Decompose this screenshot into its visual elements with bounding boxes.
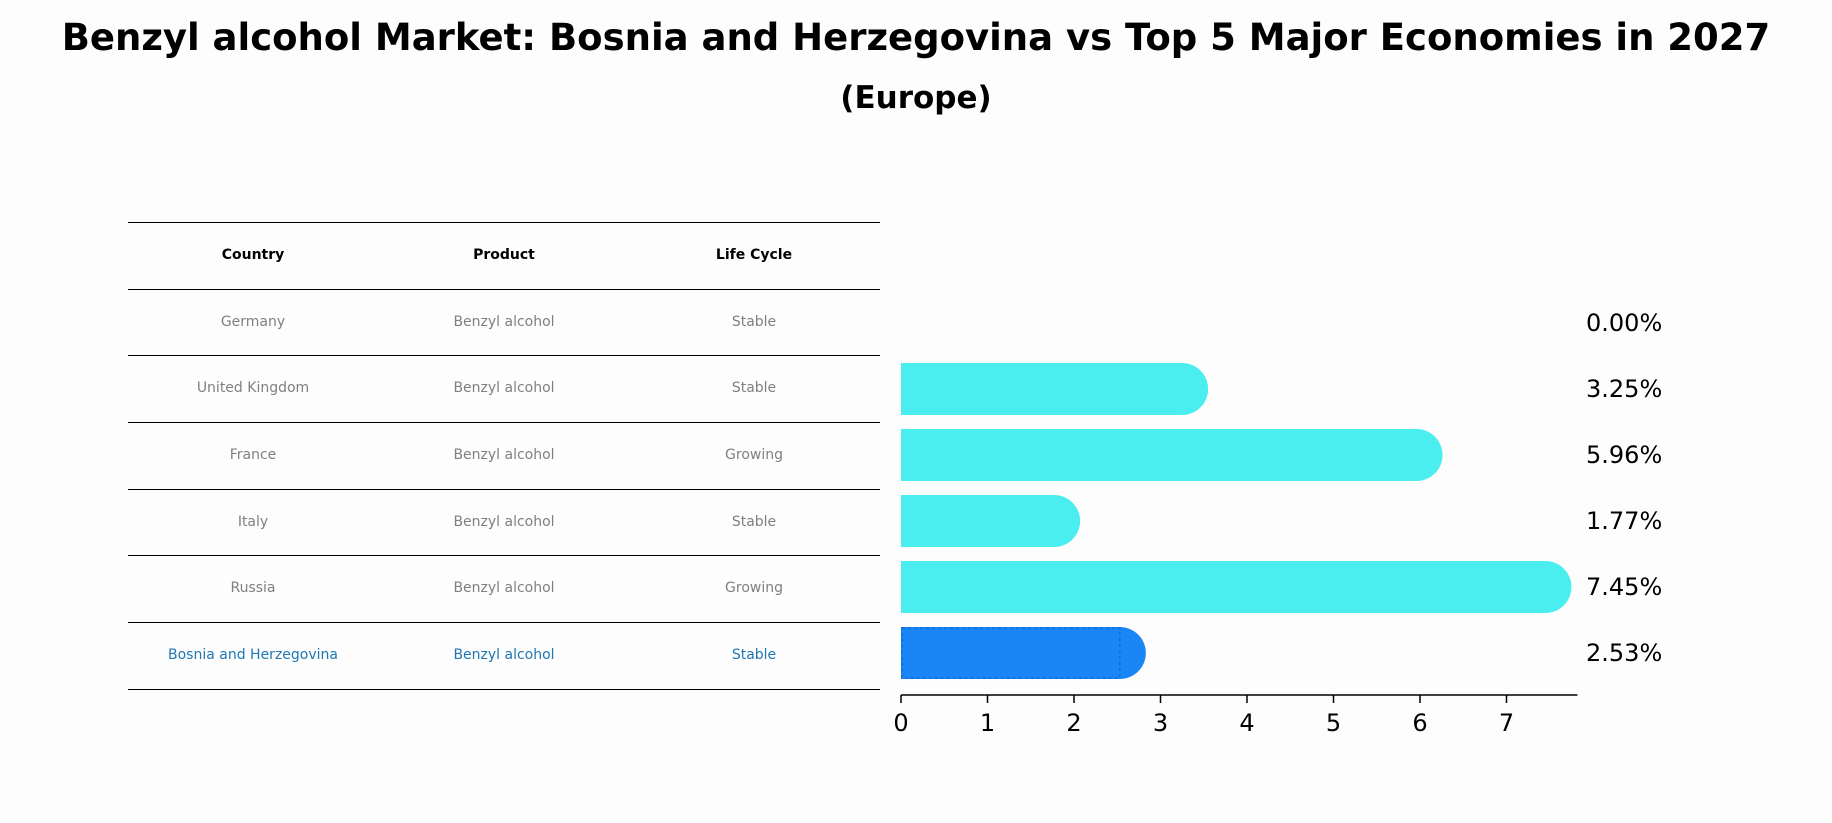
- value-label: 5.96%: [1586, 441, 1662, 469]
- table-cell-product: Benzyl alcohol: [453, 580, 555, 596]
- table-cell-country: United Kingdom: [196, 380, 310, 396]
- table-cell-product: Benzyl alcohol: [453, 447, 555, 463]
- table-rule: [128, 289, 880, 290]
- x-tick-label: 5: [1326, 709, 1341, 737]
- x-tick-label: 1: [980, 709, 995, 737]
- table-rule: [128, 422, 880, 423]
- table-rule: [128, 222, 880, 223]
- table-cell-country: Italy: [237, 514, 269, 530]
- table-cell-product-highlight: Benzyl alcohol: [453, 647, 555, 663]
- table-cell-country-highlight: Bosnia and Herzegovina: [168, 647, 338, 663]
- table-cell-country: France: [229, 447, 277, 463]
- table-cell-life-cycle: Stable: [731, 514, 777, 530]
- table-cell-life-cycle: Growing: [725, 580, 783, 596]
- x-tick-label: 3: [1153, 709, 1168, 737]
- x-tick-label: 6: [1412, 709, 1427, 737]
- table-cell-product: Benzyl alcohol: [453, 514, 555, 530]
- bar-4: [901, 561, 1572, 613]
- bar-1: [901, 363, 1209, 415]
- value-label: 2.53%: [1586, 639, 1662, 667]
- table-cell-product: Benzyl alcohol: [453, 380, 555, 396]
- table-cell-life-cycle: Stable: [731, 380, 777, 396]
- value-label: 7.45%: [1586, 573, 1662, 601]
- table-cell-life-cycle: Growing: [725, 447, 783, 463]
- value-label: 0.00%: [1586, 309, 1662, 337]
- bar-5: [901, 627, 1146, 679]
- table-header-product: Product: [473, 247, 535, 263]
- table-rule: [128, 689, 880, 690]
- table-rule: [128, 489, 880, 490]
- table-cell-country: Germany: [220, 314, 286, 330]
- table-rule: [128, 622, 880, 623]
- table-rule: [128, 555, 880, 556]
- value-label: 3.25%: [1586, 375, 1662, 403]
- bar-2: [901, 429, 1443, 481]
- x-tick-label: 0: [893, 709, 908, 737]
- table-header-life-cycle: Life Cycle: [715, 247, 793, 263]
- table-cell-country: Russia: [230, 580, 276, 596]
- chart-title: Benzyl alcohol Market: Bosnia and Herzeg…: [61, 16, 1771, 59]
- x-tick-label: 4: [1239, 709, 1254, 737]
- bar-3: [901, 495, 1081, 547]
- value-label: 1.77%: [1586, 507, 1662, 535]
- table-cell-product: Benzyl alcohol: [453, 314, 555, 330]
- table-cell-life-cycle: Stable: [731, 314, 777, 330]
- table-header-country: Country: [221, 247, 285, 263]
- chart-subtitle: (Europe): [840, 80, 992, 116]
- x-tick-label: 2: [1066, 709, 1081, 737]
- table-rule: [128, 355, 880, 356]
- x-tick-label: 7: [1499, 709, 1514, 737]
- table-cell-life-cycle-highlight: Stable: [731, 647, 777, 663]
